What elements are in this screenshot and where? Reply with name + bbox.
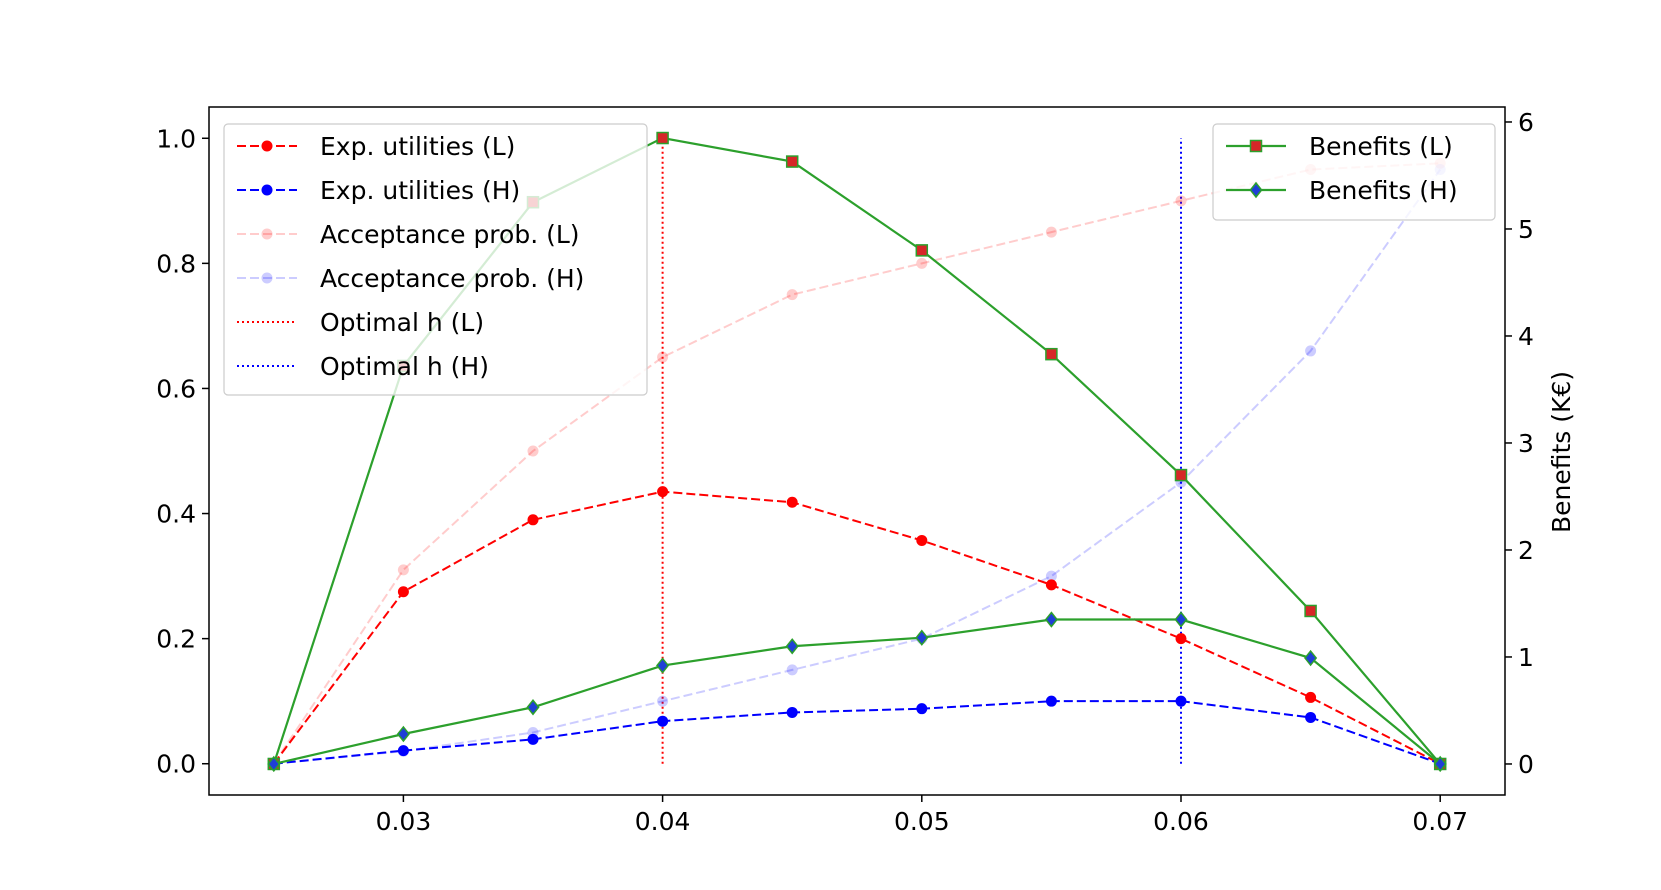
x-tick-label: 0.07 [1412,807,1468,836]
right-y-tick-label: 5 [1518,215,1534,244]
benefits-h-point [1044,611,1058,628]
acceptance-prob-l-point [786,289,798,301]
exp-utilities-h-point [1175,695,1187,707]
legend-marker [261,184,273,196]
benefits-h-point [1174,611,1188,628]
benefits-h-point [915,629,929,646]
right-y-tick-label: 3 [1518,429,1534,458]
left-y-tick-label: 0.8 [156,249,196,278]
acceptance-prob-l-point [916,257,928,269]
left-y-tick-label: 0.0 [156,750,196,779]
exp-utilities-h-point [916,703,928,715]
exp-utilities-l-point [527,514,539,526]
exp-utilities-h-point [786,706,798,718]
legend-label: Acceptance prob. (H) [320,264,584,293]
acceptance-prob-h-line [273,168,1442,765]
legend-item-exp-utilities-l: Exp. utilities (L) [237,132,515,161]
legend-marker [1249,181,1263,199]
legend-marker [261,140,273,152]
exp-utilities-l-point [786,496,798,508]
exp-utilities-h-point [1305,711,1317,723]
legend-item-acceptance-prob-h: Acceptance prob. (H) [237,264,584,293]
benefits-h-point [526,699,540,716]
left-y-tick-label: 0.6 [156,374,196,403]
benefits-h-point [1304,649,1318,667]
left-y-tick-label: 1.0 [156,124,196,153]
benefits-l-point [1045,347,1058,361]
benefits-h-point [656,657,670,674]
x-tick-label: 0.03 [376,807,432,836]
acceptance-prob-h-point [657,695,669,707]
legend-marker [261,272,273,284]
benefits-h-line [273,618,1441,766]
legends: Exp. utilities (L) Exp. utilities (H) Acce… [223,123,1496,396]
legend-left: Exp. utilities (L) Exp. utilities (H) Acce… [223,123,648,396]
left-y-tick-label: 0.4 [156,500,196,529]
benefits-l-point [785,155,799,168]
exp-utilities-h-point [527,733,539,745]
benefits-h-point [785,638,799,655]
right-y-tick-label: 0 [1518,750,1534,779]
benefits-h-point [396,725,410,743]
acceptance-prob-l-point [527,445,539,457]
benefits-l-point [656,131,669,145]
legend-right: Benefits (L) Benefits (H) [1212,123,1496,221]
legend-left-box [223,123,648,396]
right-y-tick-label: 1 [1518,643,1534,672]
legend-item-benefits-h: Benefits (H) [1226,176,1458,205]
benefits-h-point [1433,755,1447,773]
right-y-axis-label: Benefits (K€) [1547,371,1576,533]
exp-utilities-l-point [1305,691,1317,703]
legend-label: Optimal h (L) [320,308,484,337]
plot-frame [208,106,1506,796]
benefits-l-point [1304,604,1317,618]
exp-utilities-l-line [273,490,1441,765]
legend-right-box [1212,123,1496,221]
right-y-tick-label: 6 [1518,108,1534,137]
legend-label: Optimal h (H) [320,352,489,381]
exp-utilities-h-point [1045,695,1057,707]
exp-utilities-l-point [657,486,669,498]
benefits-h-point [267,755,281,773]
legend-label: Benefits (L) [1309,132,1453,161]
acceptance-prob-h-point [1045,570,1057,582]
benefits-l-point [1174,468,1188,482]
legend-marker [1249,139,1263,153]
legend-item-optimal-h-h: Optimal h (H) [237,352,489,381]
exp-utilities-l-point [916,534,928,546]
x-tick-label: 0.06 [1153,807,1209,836]
exp-utilities-l-point [1045,579,1057,591]
acceptance-prob-l-point [657,351,669,363]
right-y-tick-label: 2 [1518,536,1534,565]
legend-item-exp-utilities-h: Exp. utilities (H) [237,176,520,205]
legend-label: Acceptance prob. (L) [320,220,580,249]
x-tick-label: 0.04 [635,807,691,836]
acceptance-prob-h-point [1305,345,1317,357]
exp-utilities-l-point [397,586,409,598]
x-tick-label: 0.05 [894,807,950,836]
legend-label: Exp. utilities (L) [320,132,515,161]
legend-label: Benefits (H) [1309,176,1458,205]
axes: 0.03 0.04 0.05 0.06 0.07 0.0 0.2 0.4 0.6 0.8 1.0 0 1… [156,106,1534,836]
exp-utilities-h-point [657,715,669,727]
legend-item-acceptance-prob-l: Acceptance prob. (L) [237,220,580,249]
acceptance-prob-l-point [1045,226,1057,238]
right-y-tick-label: 4 [1518,322,1534,351]
exp-utilities-l-point [1175,633,1187,645]
exp-utilities-h-line [273,700,1441,765]
legend-item-optimal-h-l: Optimal h (L) [237,308,484,337]
left-y-tick-label: 0.2 [156,625,196,654]
legend-label: Exp. utilities (H) [320,176,520,205]
acceptance-prob-l-point [397,564,409,576]
exp-utilities-h-point [397,745,409,757]
legend-item-benefits-l: Benefits (L) [1226,132,1453,161]
legend-marker [261,228,273,240]
benefits-l-point [915,244,929,257]
acceptance-prob-l-point [1175,195,1187,207]
acceptance-prob-h-point [786,664,798,676]
